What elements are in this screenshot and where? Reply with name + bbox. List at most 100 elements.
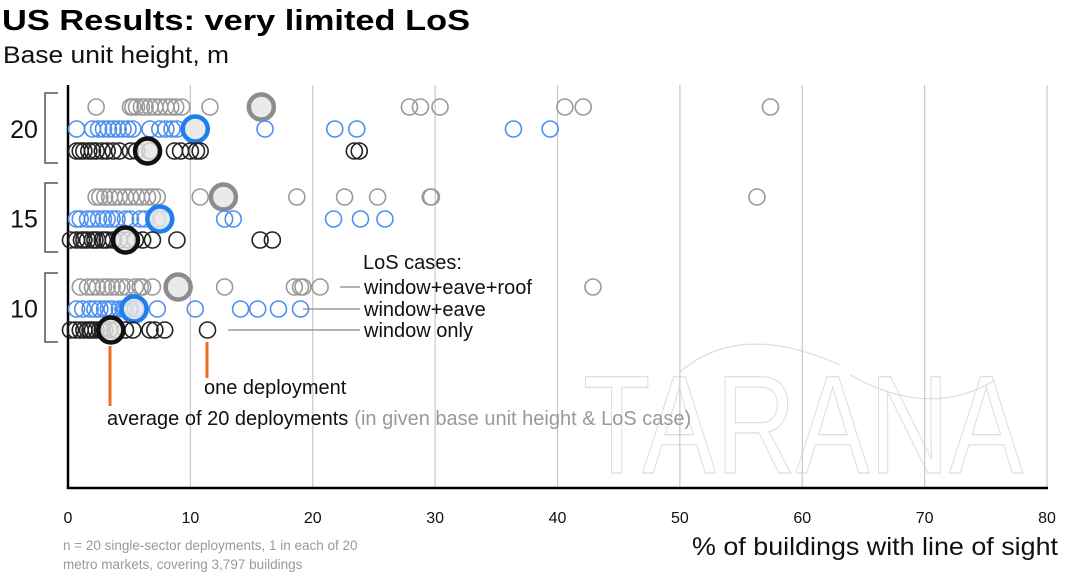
legend-entry: window+eave <box>363 299 486 321</box>
average-annotation-main: average of 20 deployments <box>107 408 348 430</box>
footnote-line-1: n = 20 single-sector deployments, 1 in e… <box>63 538 358 553</box>
average-annotation-note: (in given base unit height & LoS case) <box>354 408 691 430</box>
data-point <box>121 188 140 206</box>
data-point <box>168 231 186 249</box>
data-point <box>133 278 152 296</box>
data-point <box>99 120 118 138</box>
average-annotation: average of 20 deployments (in given base … <box>107 408 691 430</box>
data-point <box>143 188 162 206</box>
data-point <box>78 231 97 249</box>
data-point <box>81 300 99 318</box>
data-point <box>119 120 137 138</box>
series-window-only <box>61 315 217 345</box>
data-point <box>127 98 146 116</box>
data-point <box>108 278 126 296</box>
data-point <box>103 278 121 296</box>
x-tick-label: 10 <box>181 510 199 527</box>
data-point <box>124 98 142 116</box>
data-point <box>351 210 370 228</box>
data-point <box>67 120 86 138</box>
series-window-only <box>67 136 369 166</box>
data-point <box>748 188 766 206</box>
data-point <box>422 188 441 206</box>
series-window-eave-roof <box>71 272 602 302</box>
data-point <box>335 188 354 206</box>
data-point <box>89 120 108 138</box>
data-point <box>350 142 369 160</box>
watermark-logo: TARANA <box>583 346 1023 503</box>
data-point <box>231 300 250 318</box>
data-point <box>67 300 86 318</box>
data-point <box>294 278 312 296</box>
data-point <box>113 278 131 296</box>
legend-entry: window only <box>363 320 473 342</box>
data-point <box>91 188 109 206</box>
data-point <box>311 278 329 296</box>
data-point <box>215 278 234 296</box>
data-point <box>181 142 200 160</box>
height-brackets: 20 15 10 <box>10 92 58 343</box>
data-point <box>173 98 191 116</box>
average-point <box>163 272 193 302</box>
data-point <box>584 278 602 296</box>
data-point <box>98 142 116 160</box>
average-point <box>110 225 141 255</box>
x-tick-label: 70 <box>916 510 934 527</box>
chart-title: US Results: very limited LoS <box>2 5 470 37</box>
x-tick-label: 0 <box>64 510 73 527</box>
data-point <box>114 120 132 138</box>
data-point <box>376 210 394 228</box>
data-point <box>110 142 129 160</box>
series-window-only <box>61 225 282 255</box>
x-tick-label: 50 <box>671 510 689 527</box>
x-axis-label: % of buildings with line of sight <box>692 533 1058 561</box>
data-point <box>248 300 267 318</box>
x-tick-label: 80 <box>1038 510 1056 527</box>
data-point <box>124 120 142 138</box>
data-point <box>215 210 234 228</box>
data-point <box>148 300 167 318</box>
data-point <box>150 120 169 138</box>
height-bracket <box>44 272 58 343</box>
data-point <box>263 231 282 249</box>
average-point <box>180 114 211 144</box>
data-point <box>61 231 80 249</box>
data-point <box>325 120 344 138</box>
data-point <box>103 210 121 228</box>
data-point <box>191 188 209 206</box>
average-point <box>208 182 239 212</box>
data-points <box>61 92 780 345</box>
data-point <box>136 98 154 116</box>
data-point <box>71 278 90 296</box>
data-point <box>87 142 105 160</box>
data-point <box>141 120 159 138</box>
data-point <box>104 120 123 138</box>
height-bracket <box>44 182 58 253</box>
data-point <box>348 120 366 138</box>
data-point <box>93 142 112 160</box>
y-axis-label: Base unit height, m <box>3 42 229 69</box>
data-point <box>61 321 80 339</box>
data-point <box>83 278 102 296</box>
data-point <box>89 210 108 228</box>
data-point <box>66 321 85 339</box>
data-point <box>324 210 343 228</box>
x-tick-label: 30 <box>426 510 444 527</box>
data-point <box>98 210 116 228</box>
data-point <box>143 278 162 296</box>
data-point <box>146 321 164 339</box>
data-point <box>368 188 387 206</box>
data-point <box>71 210 90 228</box>
data-point <box>87 188 105 206</box>
data-point <box>574 98 592 116</box>
data-point <box>104 142 123 160</box>
average-point <box>119 294 149 324</box>
data-point <box>431 98 449 116</box>
data-point <box>161 98 180 116</box>
data-point <box>95 188 114 206</box>
data-point <box>132 98 151 116</box>
data-point <box>345 142 364 160</box>
data-point <box>187 142 206 160</box>
watermark-swoosh <box>679 343 996 400</box>
data-point <box>285 278 304 296</box>
